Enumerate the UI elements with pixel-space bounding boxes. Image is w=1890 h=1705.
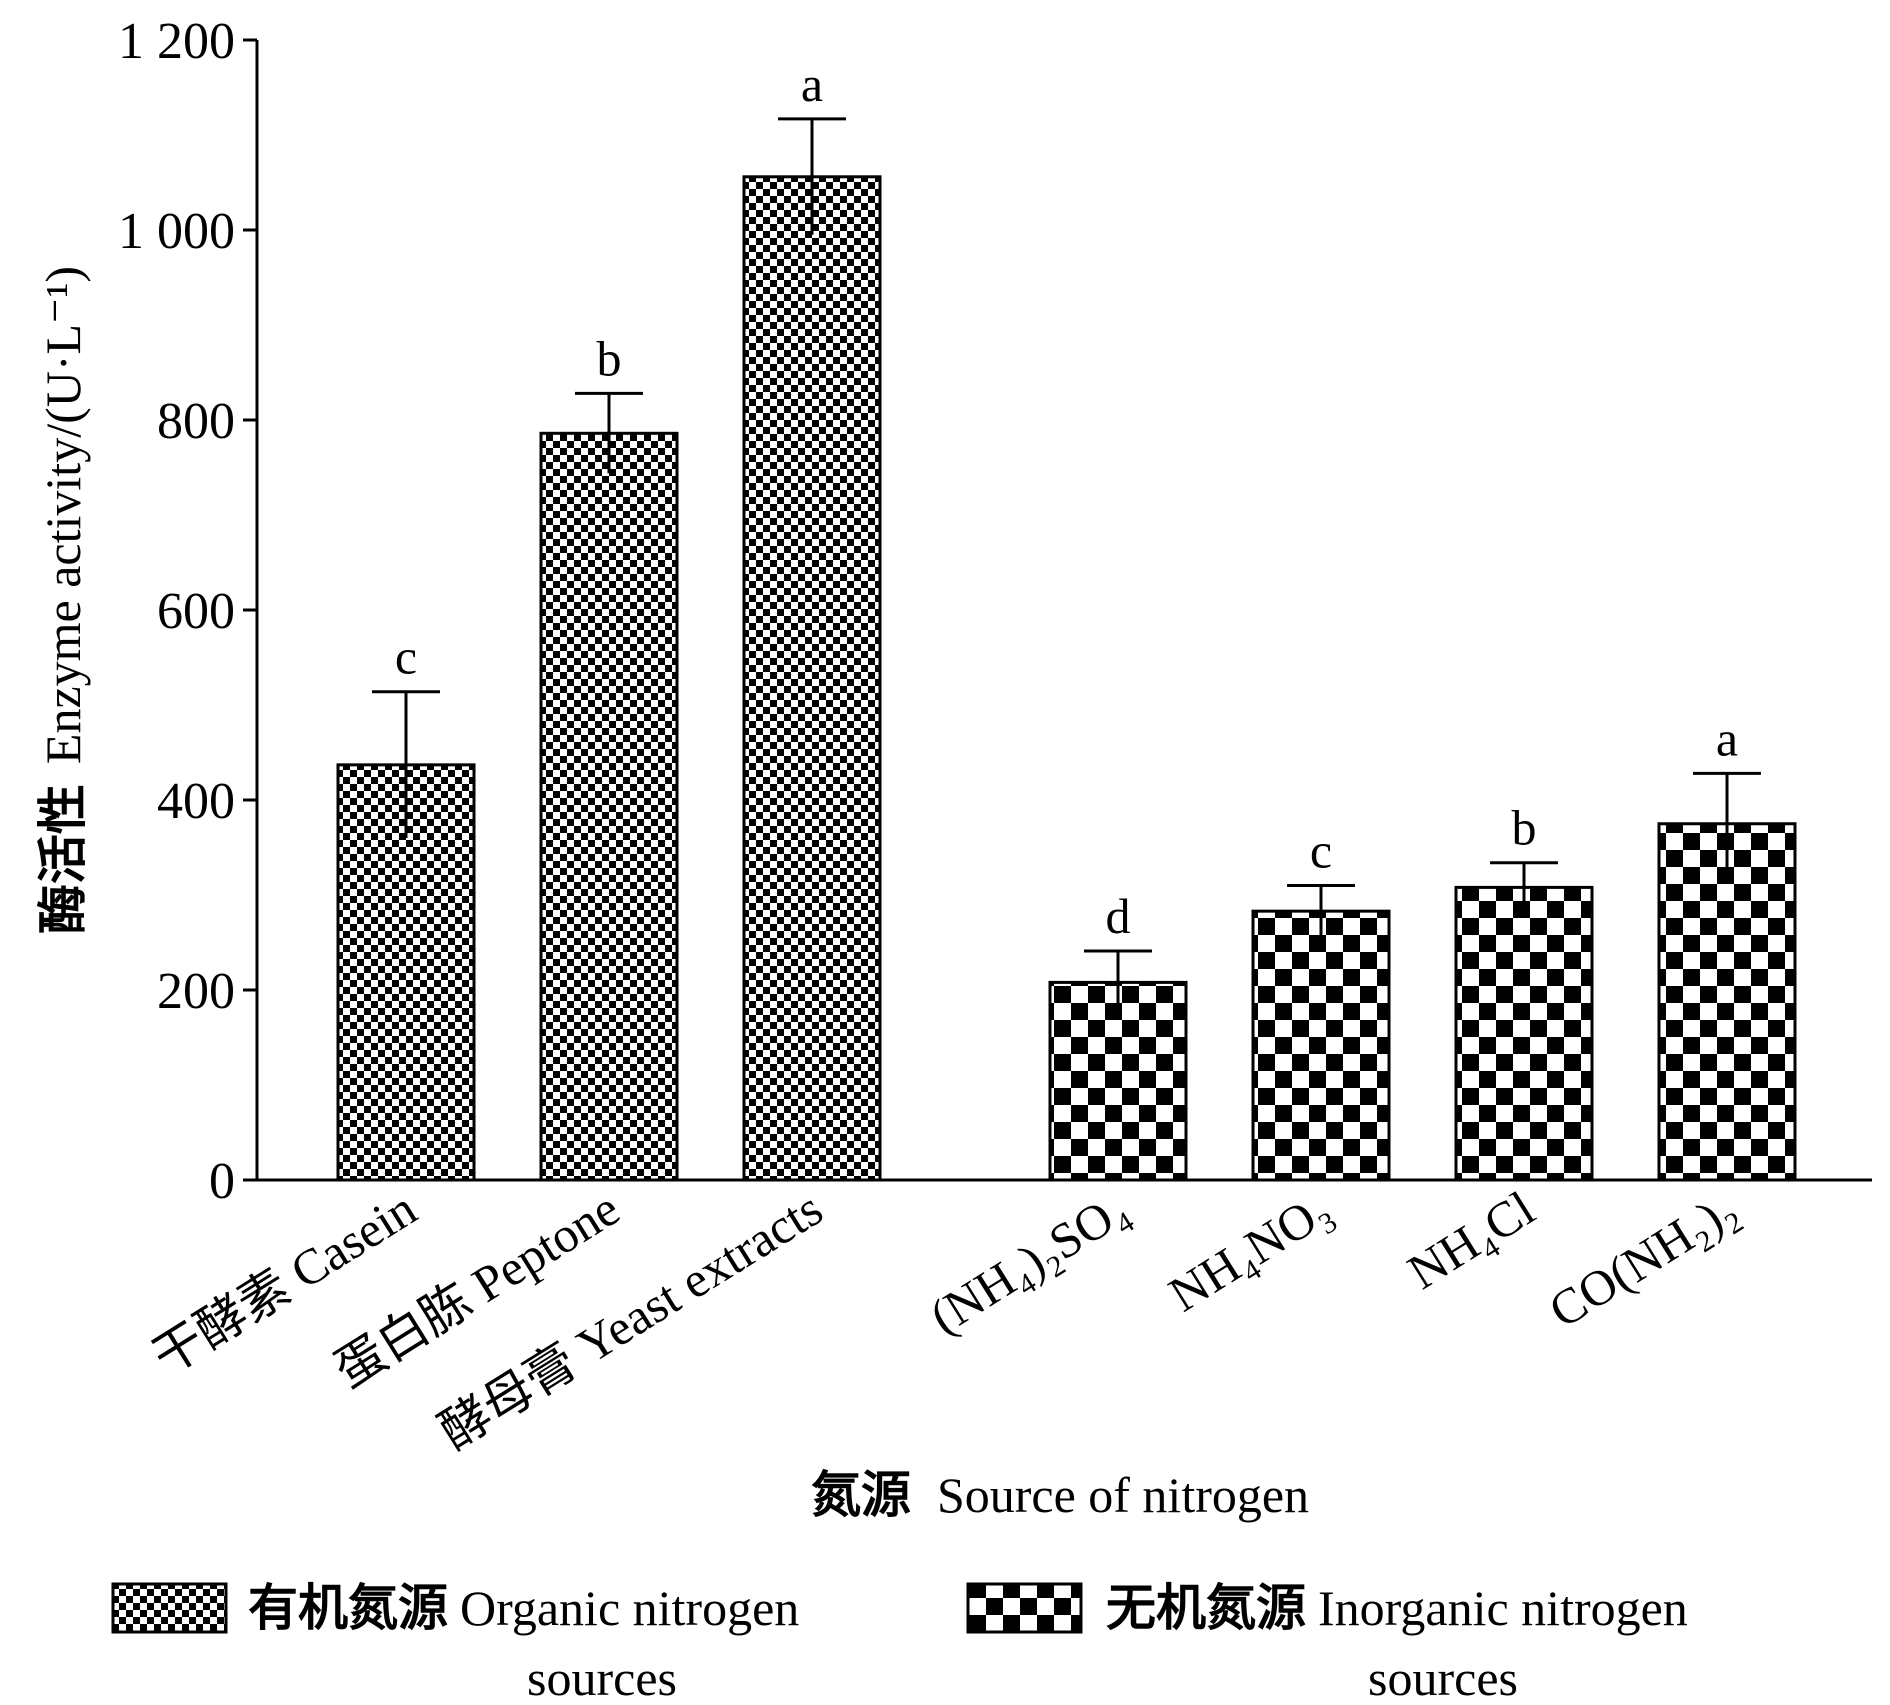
y-tick-label: 200 [157,963,235,1020]
y-axis-title-cn: 酶活性 [35,784,91,934]
significance-label: a [801,56,823,112]
legend-label-inorganic: 无机氮源 Inorganic nitrogen [1106,1580,1688,1636]
legend-swatch-organic [111,1582,228,1634]
significance-label: c [1310,823,1332,879]
x-axis-title-cn: 氮源 [811,1467,911,1523]
y-tick-label: 1 000 [118,203,235,260]
significance-label: d [1106,888,1131,944]
legend-label-inorganic-cn: 无机氮源 [1106,1580,1306,1636]
bar [742,175,882,1182]
legend-item-organic: 有机氮源 Organic nitrogen sources [111,1580,799,1705]
legend-swatch-inorganic [966,1582,1083,1634]
y-axis-title-en: Enzyme activity/(U·L⁻¹) [35,266,91,764]
x-tick-label: (NH₄)₂SO₄ [920,1180,1138,1345]
significance-label: a [1716,710,1738,766]
x-tick-label: NH₄NO₃ [1159,1180,1341,1323]
bar [1251,909,1391,1182]
legend-label-organic-en1: Organic nitrogen [460,1580,799,1636]
legend: 有机氮源 Organic nitrogen sources 无机氮源 Inorgan… [111,1580,1688,1705]
x-tick-label: 酵母膏 Yeast extracts [430,1180,832,1460]
x-tick-label: NH₄Cl [1398,1180,1544,1300]
legend-label-organic: 有机氮源 Organic nitrogen [248,1580,799,1636]
legend-label-inorganic-en1: Inorganic nitrogen [1318,1580,1688,1636]
y-axis-title: 酶活性 Enzyme activity/(U·L⁻¹) [35,266,91,934]
bar [1454,885,1594,1182]
legend-item-inorganic: 无机氮源 Inorganic nitrogen sources [966,1580,1688,1705]
significance-label: b [597,330,622,386]
y-tick-label: 1 200 [118,13,235,70]
significance-label: c [395,629,417,685]
bar [1048,980,1188,1182]
y-tick-label: 600 [157,583,235,640]
y-tick-label: 400 [157,773,235,830]
significance-label: b [1512,800,1537,856]
x-tick-label: CO(NH₂)₂ [1539,1180,1747,1339]
bar [1657,822,1797,1182]
legend-label-inorganic-line2: sources [1368,1650,1518,1705]
y-tick-label: 0 [209,1153,235,1210]
bars: c b a d c b a [336,56,1797,1182]
y-tick-label: 800 [157,393,235,450]
x-axis-title: 氮源 Source of nitrogen [811,1467,1309,1523]
legend-label-organic-cn: 有机氮源 [248,1580,448,1636]
bar [539,431,679,1182]
y-axis: 0 200 400 600 800 1 000 1 200 [118,13,259,1210]
legend-label-organic-line2: sources [527,1650,677,1705]
x-axis-title-en: Source of nitrogen [937,1467,1309,1523]
